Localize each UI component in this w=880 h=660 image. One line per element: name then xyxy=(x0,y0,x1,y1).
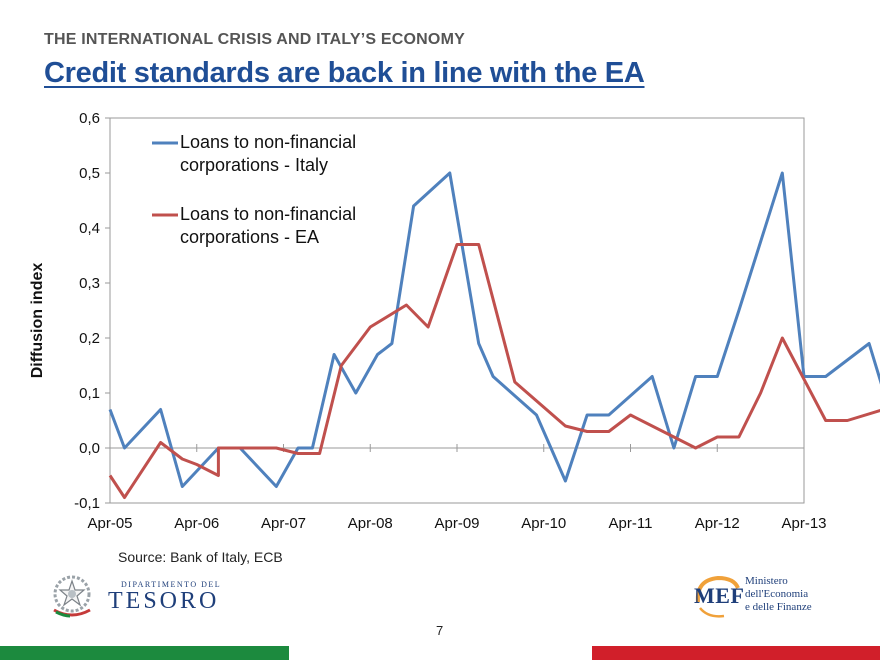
y-axis-label: Diffusion index xyxy=(29,263,46,379)
x-tick-label: Apr-06 xyxy=(174,515,219,532)
x-tick-label: Apr-10 xyxy=(521,515,566,532)
diffusion-index-chart: -0,1 0,0 0,1 0,2 0,3 0,4 0,5 0,6 Apr-05 Apr-06 Apr… xyxy=(29,110,880,532)
y-tick-label: 0,0 xyxy=(79,440,100,457)
x-tick-label: Apr-12 xyxy=(695,515,740,532)
header-kicker: THE INTERNATIONAL CRISIS AND ITALY’S ECO… xyxy=(44,31,465,48)
y-tick-label: -0,1 xyxy=(74,495,100,512)
ministry-name: Ministero dell'Economia e delle Finanze xyxy=(745,575,812,614)
y-tick-label: 0,4 xyxy=(79,220,100,237)
x-tick-label: Apr-11 xyxy=(609,515,653,532)
ministry-name-line: Ministero xyxy=(745,575,788,587)
red-band xyxy=(592,646,880,660)
legend-label: Loans to non-financial xyxy=(180,204,356,224)
source-note: Source: Bank of Italy, ECB xyxy=(118,549,283,565)
x-tick-label: Apr-09 xyxy=(434,515,479,532)
legend-label: corporations - Italy xyxy=(180,155,328,175)
y-tick-label: 0,1 xyxy=(79,385,100,402)
y-tick-label: 0,6 xyxy=(79,110,100,127)
x-tick-label: Apr-05 xyxy=(87,515,132,532)
green-band xyxy=(0,646,289,660)
y-tick-label: 0,2 xyxy=(79,330,100,347)
plot-area xyxy=(109,117,805,504)
ministry-name-line: dell'Economia xyxy=(745,588,809,600)
legend-label: Loans to non-financial xyxy=(180,132,356,152)
mef-wordmark: MEF xyxy=(694,583,745,608)
x-tick-label: Apr-07 xyxy=(261,515,306,532)
series-line-ea xyxy=(108,243,880,499)
y-tick-label: 0,5 xyxy=(79,165,100,182)
ministry-name-line: e delle Finanze xyxy=(745,601,812,613)
tesoro-department-label: DIPARTIMENTO DEL xyxy=(121,580,222,589)
page-number: 7 xyxy=(436,623,444,638)
x-tick-label: Apr-13 xyxy=(781,515,826,532)
x-tick-label: Apr-08 xyxy=(348,515,393,532)
mef-logo-icon xyxy=(695,575,740,618)
y-tick-label: 0,3 xyxy=(79,275,100,292)
italian-emblem-icon xyxy=(53,575,91,618)
legend-label: corporations - EA xyxy=(180,227,319,247)
page-title: Credit standards are back in line with t… xyxy=(44,57,645,89)
tesoro-wordmark: TESORO xyxy=(108,588,220,614)
